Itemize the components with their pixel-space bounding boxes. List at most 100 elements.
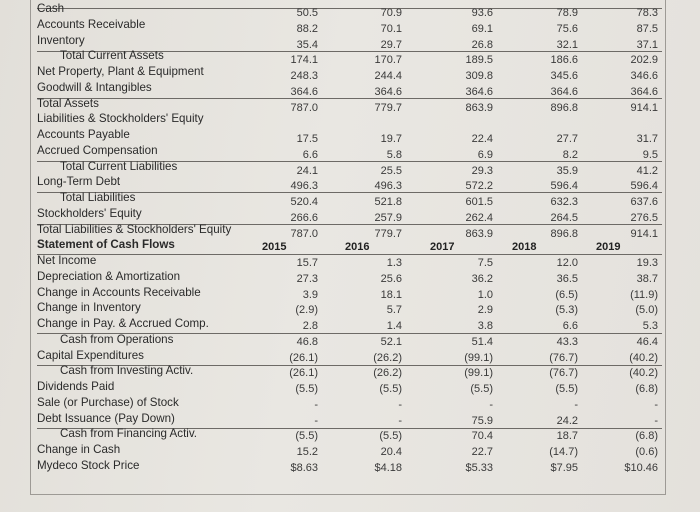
cell-value: 632.3 (550, 196, 578, 208)
cell-value: (5.5) (295, 383, 318, 395)
cell-value: (26.2) (373, 367, 402, 380)
cell-value: 35.9 (556, 164, 578, 177)
cell-value: 637.6 (630, 196, 658, 208)
table-row: Net Property, Plant & Equipment 248.3 244.… (0, 65, 700, 82)
row-label: Debt Issuance (Pay Down) (37, 411, 175, 425)
cell-value: 70.9 (380, 7, 402, 19)
table-row: Change in Accounts Receivable 3.9 18.1 1.0 (… (0, 286, 700, 301)
row-label: Cash from Financing Activ. (60, 427, 198, 441)
table-row: Cash 50.5 70.9 93.6 78.9 78.3 (0, 2, 700, 19)
row-label: Capital Expenditures (37, 348, 144, 362)
cell-value: (0.6) (635, 446, 658, 458)
cell-value: (99.1) (464, 367, 493, 380)
cell-value: 244.4 (374, 70, 402, 82)
cell-value: 27.7 (556, 133, 578, 145)
cell-value: 863.9 (465, 101, 493, 114)
cell-value: 8.2 (562, 148, 578, 161)
row-label: Goodwill & Intangibles (37, 80, 152, 94)
row-label: Total Current Liabilities (60, 159, 178, 173)
divider-line (37, 160, 662, 162)
cell-value: 25.6 (380, 272, 402, 285)
cell-value: (40.2) (629, 351, 658, 364)
cell-value: 50.5 (296, 7, 318, 19)
cell-value: 346.6 (630, 70, 658, 82)
cell-value: 46.4 (636, 335, 658, 348)
cell-value: 29.7 (380, 38, 402, 51)
cell-value: 22.7 (471, 446, 493, 458)
row-label: Cash (37, 2, 65, 15)
cell-value: $4.18 (374, 461, 402, 474)
row-label: Accounts Receivable (37, 17, 146, 31)
divider-line (37, 223, 662, 225)
cell-value: 17.5 (296, 133, 318, 145)
row-label: Cash from Investing Activ. (60, 364, 194, 378)
table-row: Total Assets 787.0 779.7 863.9 896.8 914.1 (0, 97, 700, 114)
cell-value: 264.5 (550, 211, 578, 224)
divider-line (37, 333, 662, 334)
row-label: Depreciation & Amortization (37, 269, 181, 283)
cell-value: 5.3 (642, 320, 658, 332)
cell-value: 87.5 (636, 22, 658, 35)
table-row: Total Current Liabilities 24.1 25.5 29.3 35.… (0, 159, 700, 177)
cell-value: - (398, 414, 402, 427)
cell-value: 32.1 (556, 38, 578, 51)
row-label: Sale (or Purchase) of Stock (37, 395, 179, 409)
cell-value: $8.63 (290, 461, 318, 474)
cell-value: 863.9 (465, 227, 493, 240)
row-label: Accounts Payable (37, 128, 130, 141)
table-row: Accounts Payable 17.5 19.7 22.4 27.7 31.7 (0, 128, 700, 145)
cell-value: 601.5 (465, 196, 493, 208)
row-label: Total Liabilities & Stockholders' Equity (37, 222, 232, 236)
table-row: Cash from Financing Activ. (5.5) (5.5) 70.4… (0, 427, 700, 442)
cell-value: 75.9 (471, 414, 493, 427)
cell-value: (26.2) (373, 351, 402, 364)
table-row: Liabilities & Stockholders' Equity (0, 112, 700, 127)
cell-value: 189.5 (465, 54, 493, 67)
cell-value: 69.1 (471, 22, 493, 35)
cell-value: 36.2 (471, 272, 493, 285)
cell-value: (40.2) (629, 367, 658, 380)
cell-value: - (398, 398, 402, 411)
table-row: Total Liabilities 520.4 521.8 601.5 632.3 637… (0, 191, 700, 208)
cell-value: 779.7 (374, 227, 402, 240)
row-label: Net Property, Plant & Equipment (37, 65, 204, 78)
cell-value: - (314, 414, 318, 427)
cell-value: 3.8 (477, 320, 493, 332)
cell-value: 12.0 (556, 257, 578, 269)
year-header: 2016 (345, 241, 370, 254)
table-border (30, 0, 666, 495)
cell-value: (2.9) (295, 304, 318, 317)
cell-value: 1.0 (477, 288, 493, 301)
row-label: Mydeco Stock Price (37, 458, 140, 472)
cell-value: (5.5) (555, 383, 578, 395)
year-header: 2015 (262, 241, 287, 254)
row-label: Change in Accounts Receivable (37, 285, 201, 299)
cell-value: 3.9 (302, 288, 318, 301)
cell-value: (6.8) (635, 430, 658, 443)
cell-value: 43.3 (556, 335, 578, 348)
cell-value: 364.6 (550, 85, 578, 98)
cell-value: (5.5) (295, 430, 318, 443)
cell-value: 70.4 (471, 430, 493, 443)
cell-value: 248.3 (290, 70, 318, 82)
divider-line (37, 50, 662, 52)
table-row: Capital Expenditures (26.1) (26.2) (99.1) (7… (0, 349, 700, 364)
cell-value: 787.0 (290, 101, 318, 114)
table-row: Inventory 35.4 29.7 26.8 32.1 37.1 (0, 34, 700, 51)
row-label: Net Income (37, 254, 97, 267)
cell-value: 52.1 (380, 335, 402, 348)
cell-value: 2.9 (477, 304, 493, 317)
row-label: Change in Cash (37, 443, 121, 456)
cell-value: 7.5 (477, 257, 493, 269)
row-label: Accrued Compensation (37, 143, 158, 157)
cell-value: (26.1) (289, 367, 318, 380)
cell-value: 38.7 (636, 272, 658, 285)
table-row: Sale (or Purchase) of Stock - - - - - (0, 396, 700, 411)
cell-value: 27.3 (296, 272, 318, 285)
cell-value: 70.1 (380, 22, 402, 35)
cell-value: (76.7) (549, 367, 578, 380)
cell-value: 914.1 (630, 101, 658, 114)
cell-value: (6.8) (635, 383, 658, 395)
cell-value: 78.3 (636, 7, 658, 19)
cell-value: 787.0 (290, 227, 318, 240)
